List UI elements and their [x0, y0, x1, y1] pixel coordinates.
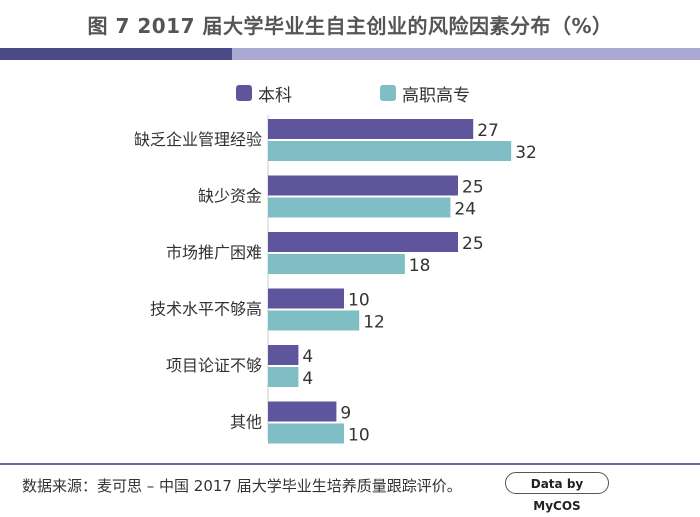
bar-vocational — [268, 310, 360, 331]
bar-vocational — [268, 197, 451, 218]
source-note: 数据来源：麦可思 – 中国 2017 届大学毕业生培养质量跟踪评价。 — [22, 477, 462, 495]
legend-undergrad: 本科 — [236, 81, 292, 106]
legend-label-vocational: 高职高专 — [402, 85, 470, 106]
category-label: 市场推广困难 — [166, 243, 262, 262]
bar-undergrad — [268, 345, 299, 365]
data-label-vocational: 4 — [302, 369, 313, 389]
legend-swatch-vocational — [380, 85, 396, 101]
data-label-vocational: 32 — [515, 143, 537, 163]
data-label-undergrad: 9 — [340, 404, 351, 424]
footer-divider — [0, 463, 700, 465]
legend-vocational: 高职高专 — [380, 81, 470, 106]
data-label-vocational: 12 — [363, 313, 385, 333]
title-underline-bar — [0, 48, 700, 60]
data-label-undergrad: 4 — [302, 347, 313, 367]
bar-undergrad — [268, 232, 458, 252]
category-label: 缺乏企业管理经验 — [134, 130, 262, 149]
bar-vocational — [268, 141, 512, 161]
bar-undergrad — [268, 401, 337, 422]
data-label-vocational: 10 — [348, 426, 370, 446]
bar-undergrad — [268, 175, 458, 196]
category-label: 技术水平不够高 — [150, 300, 262, 319]
data-label-undergrad: 25 — [462, 178, 484, 198]
category-label: 项目论证不够 — [166, 356, 262, 375]
data-label-vocational: 24 — [454, 200, 476, 220]
category-label: 其他 — [230, 413, 262, 432]
chart-title: 图 7 2017 届大学毕业生自主创业的风险因素分布（%） — [87, 14, 613, 38]
bar-vocational — [268, 423, 344, 444]
brand-logo: Data by MyCOS — [505, 472, 609, 513]
data-label-vocational: 18 — [409, 256, 431, 276]
title-bar-light-segment — [232, 48, 700, 60]
title-bar-dark-segment — [0, 48, 232, 60]
bar-vocational — [268, 254, 405, 274]
bar-undergrad — [268, 119, 474, 139]
bar-undergrad — [268, 288, 344, 309]
data-label-undergrad: 27 — [477, 121, 499, 141]
data-label-undergrad: 10 — [348, 291, 370, 311]
legend-label-undergrad: 本科 — [258, 85, 292, 106]
data-label-undergrad: 25 — [462, 234, 484, 254]
category-label: 缺少资金 — [198, 187, 262, 206]
legend-swatch-undergrad — [236, 85, 252, 101]
bar-vocational — [268, 367, 299, 387]
